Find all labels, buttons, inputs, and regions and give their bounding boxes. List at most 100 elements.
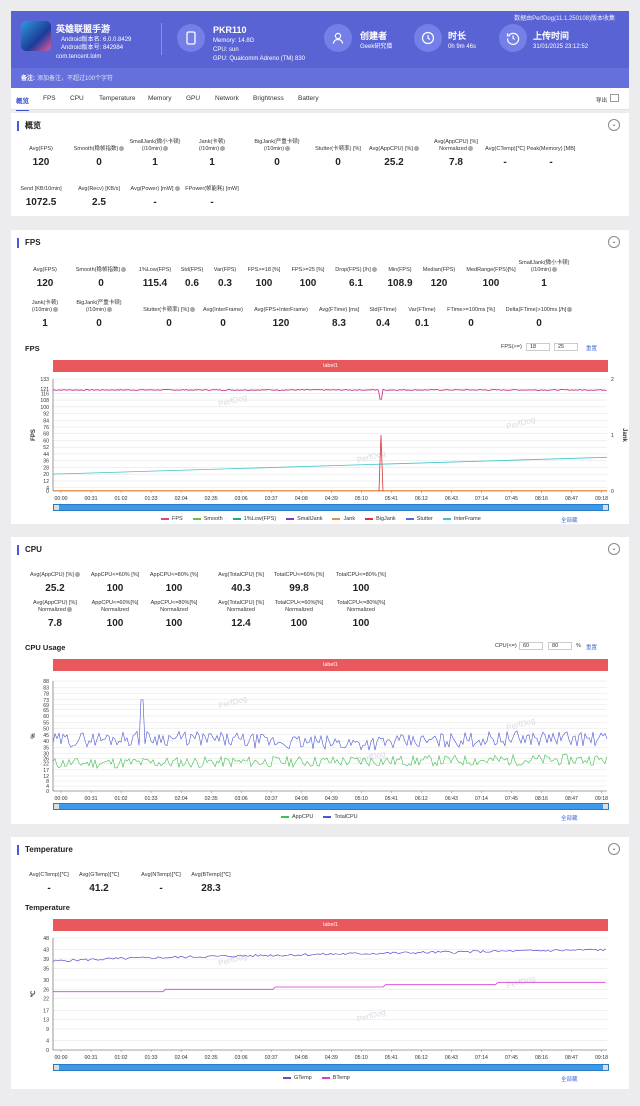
fps-collapse-icon[interactable]: ⌄	[608, 236, 620, 248]
tab-gpu[interactable]: GPU	[186, 95, 201, 102]
duration-title: 时长	[448, 31, 467, 41]
legend-item[interactable]: FPS	[161, 516, 183, 522]
export-button[interactable]: 导出	[596, 98, 608, 104]
tab-network[interactable]: Network	[215, 95, 239, 102]
metric-value: 0	[166, 318, 172, 329]
metric-item: Avg(GTemp)[℃] 41.2	[59, 865, 139, 894]
device-name: PKR110	[213, 25, 247, 35]
metric-item: Jank(卡顿) (/10min) 1	[172, 139, 252, 168]
export-icon[interactable]	[610, 94, 619, 102]
info-icon[interactable]	[413, 146, 419, 152]
cpu-threshold-low[interactable]: 60	[519, 642, 543, 650]
legend-item[interactable]: BTemp	[321, 1075, 350, 1081]
metric-value: 1072.5	[25, 197, 57, 208]
legend-item[interactable]: TotalCPU	[323, 814, 358, 820]
tab-temperature[interactable]: Temperature	[99, 95, 136, 102]
cpu-collapse-icon[interactable]: ⌄	[608, 543, 620, 555]
metric-item: Avg(Recv) [KB/s] 2.5	[59, 179, 139, 208]
info-icon[interactable]	[53, 307, 59, 313]
metric-label: Avg(Power) [mW]	[115, 186, 195, 193]
legend-item[interactable]: GTemp	[283, 1075, 312, 1081]
tab-cpu[interactable]: CPU	[70, 95, 84, 102]
metric-value: 25.2	[384, 157, 404, 168]
fps-threshold-high[interactable]: 25	[554, 343, 578, 351]
x-tick-label: 05:41	[385, 796, 398, 802]
fps-show-all[interactable]: 全部藏	[561, 518, 578, 524]
info-icon[interactable]	[189, 307, 195, 313]
info-icon[interactable]	[174, 186, 180, 192]
cpu-timeline-scrollbar[interactable]	[53, 803, 609, 810]
cpu-chart-title: CPU Usage	[25, 643, 66, 652]
legend-item[interactable]: Stutter	[405, 516, 433, 522]
temperature-show-all[interactable]: 全部藏	[561, 1077, 578, 1083]
note-input[interactable]: 添加备注，不超过100个字符	[37, 76, 114, 82]
x-tick-label: 02:35	[205, 796, 218, 802]
metric-value: -	[159, 883, 163, 894]
temperature-timeline-scrollbar[interactable]	[53, 1064, 609, 1071]
metric-value: 0	[98, 278, 104, 289]
x-tick-label: 01:33	[145, 796, 158, 802]
info-icon[interactable]	[552, 267, 558, 273]
info-icon[interactable]	[163, 146, 169, 152]
tab-brightness[interactable]: Brightness	[253, 95, 284, 102]
metric-value: 1	[209, 157, 215, 168]
legend-item[interactable]: BigJank	[365, 516, 396, 522]
info-icon[interactable]	[371, 267, 377, 273]
temperature-collapse-icon[interactable]: ⌄	[608, 843, 620, 855]
x-tick-label: 07:14	[475, 1055, 488, 1061]
tab-memory[interactable]: Memory	[148, 95, 172, 102]
temperature-card: Temperature ⌄ Avg(CTemp)[℃] - Avg(GTemp)[℃…	[11, 837, 629, 1089]
legend-swatch	[321, 1077, 330, 1079]
temperature-label-bar: label1	[53, 919, 608, 931]
info-icon[interactable]	[220, 146, 226, 152]
info-icon[interactable]	[66, 607, 72, 613]
cpu-threshold-high[interactable]: 80	[548, 642, 572, 650]
info-icon[interactable]	[467, 146, 473, 152]
metric-item: Std(FPS) 0.6	[152, 260, 232, 289]
y-tick-label: 121	[40, 387, 49, 393]
metric-value: 0	[96, 318, 102, 329]
upload-value: 31/01/2025 23:12:52	[533, 44, 589, 50]
legend-item[interactable]: Smooth	[192, 516, 223, 522]
metric-label: Avg(Recv) [KB/s]	[78, 186, 120, 192]
cpu-show-all[interactable]: 全部藏	[561, 816, 578, 822]
legend-item[interactable]: Jank	[332, 516, 355, 522]
y-tick-label: 22	[43, 762, 49, 768]
fps-threshold-low[interactable]: 18	[526, 343, 550, 351]
legend-swatch	[442, 518, 451, 520]
legend-item[interactable]: AppCPU	[281, 814, 313, 820]
x-tick-label: 06:43	[445, 796, 458, 802]
metric-item: AppCPU<=60%[%] Normalized 100	[75, 600, 155, 629]
metric-value: 0.3	[218, 278, 232, 289]
user-icon	[324, 24, 352, 52]
overview-collapse-icon[interactable]: ⌄	[608, 119, 620, 131]
tab-fps[interactable]: FPS	[43, 95, 56, 102]
fps-timeline-scrollbar[interactable]	[53, 504, 609, 511]
info-icon[interactable]	[567, 307, 573, 313]
package-name: com.tencent.lolm	[56, 54, 102, 60]
info-icon[interactable]	[119, 146, 125, 152]
tab-overview[interactable]: 概览	[16, 95, 29, 111]
x-tick-label: 08:16	[535, 796, 548, 802]
x-tick-label: 06:43	[445, 1055, 458, 1061]
info-icon[interactable]	[285, 146, 291, 152]
tab-battery[interactable]: Battery	[298, 95, 319, 102]
metric-value: 0	[335, 157, 341, 168]
fps-card: FPS ⌄ Avg(FPS) 120 Smooth(稳帧指数) 0 1%Low(FPS)…	[11, 230, 629, 524]
metric-item: AppCPU<=80% [%] 100	[134, 565, 214, 594]
metric-value: 100	[106, 583, 124, 594]
device-gpu: GPU: Qualcomm Adreno (TM) 830	[213, 56, 306, 62]
info-icon[interactable]	[121, 267, 127, 273]
legend-item[interactable]: SmallJank	[286, 516, 322, 522]
legend-item[interactable]: InterFrame	[442, 516, 481, 522]
fps-reset-button[interactable]: 重置	[586, 346, 598, 352]
metric-item: Avg(AppCPU) [%] Normalized 7.8	[15, 600, 95, 629]
legend-item[interactable]: 1%Low(FPS)	[232, 516, 276, 522]
metric-label: Smooth(稳帧指数)	[59, 146, 139, 153]
info-icon[interactable]	[107, 307, 113, 313]
metric-label: Send [KB/10min]	[20, 186, 62, 192]
cpu-reset-button[interactable]: 重置	[586, 645, 598, 651]
metric-item: Peak(Memory) [MB] -	[511, 139, 591, 168]
metric-label: Avg(FTime) [ms]	[318, 307, 360, 313]
info-icon[interactable]	[74, 572, 80, 578]
